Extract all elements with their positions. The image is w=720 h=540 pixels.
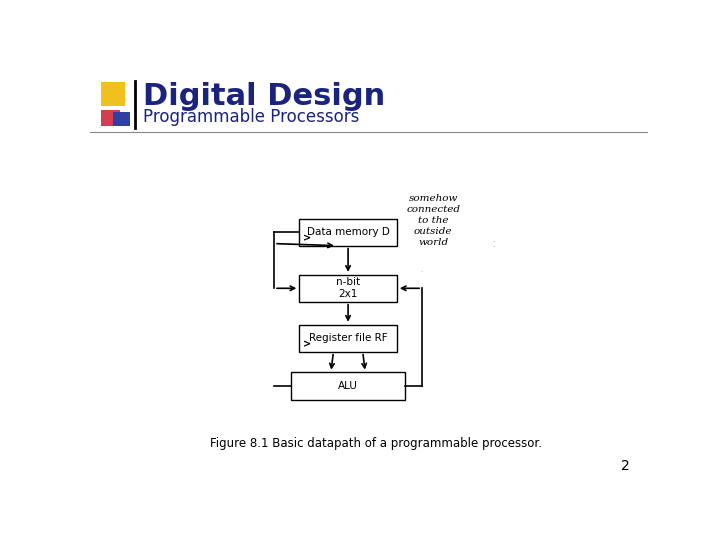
Text: Data memory D: Data memory D — [307, 227, 390, 237]
Text: ALU: ALU — [338, 381, 358, 391]
Bar — [300, 325, 397, 352]
Text: 2: 2 — [621, 459, 630, 473]
Text: Register file RF: Register file RF — [309, 333, 387, 343]
Text: >: > — [303, 339, 311, 349]
Text: Figure 8.1 Basic datapath of a programmable processor.: Figure 8.1 Basic datapath of a programma… — [210, 437, 542, 450]
Text: Programmable Processors: Programmable Processors — [143, 109, 359, 126]
Text: >: > — [303, 233, 311, 243]
Text: .: . — [419, 262, 423, 275]
Text: Digital Design: Digital Design — [143, 82, 385, 111]
Bar — [291, 373, 405, 400]
Bar — [300, 275, 397, 302]
Bar — [101, 110, 120, 126]
Bar — [101, 82, 125, 106]
Text: :: : — [492, 237, 496, 250]
Text: n-bit
2x1: n-bit 2x1 — [336, 278, 360, 299]
Bar — [114, 112, 130, 126]
Text: somehow
connected
to the
outside
world: somehow connected to the outside world — [406, 194, 460, 247]
Bar — [300, 219, 397, 246]
